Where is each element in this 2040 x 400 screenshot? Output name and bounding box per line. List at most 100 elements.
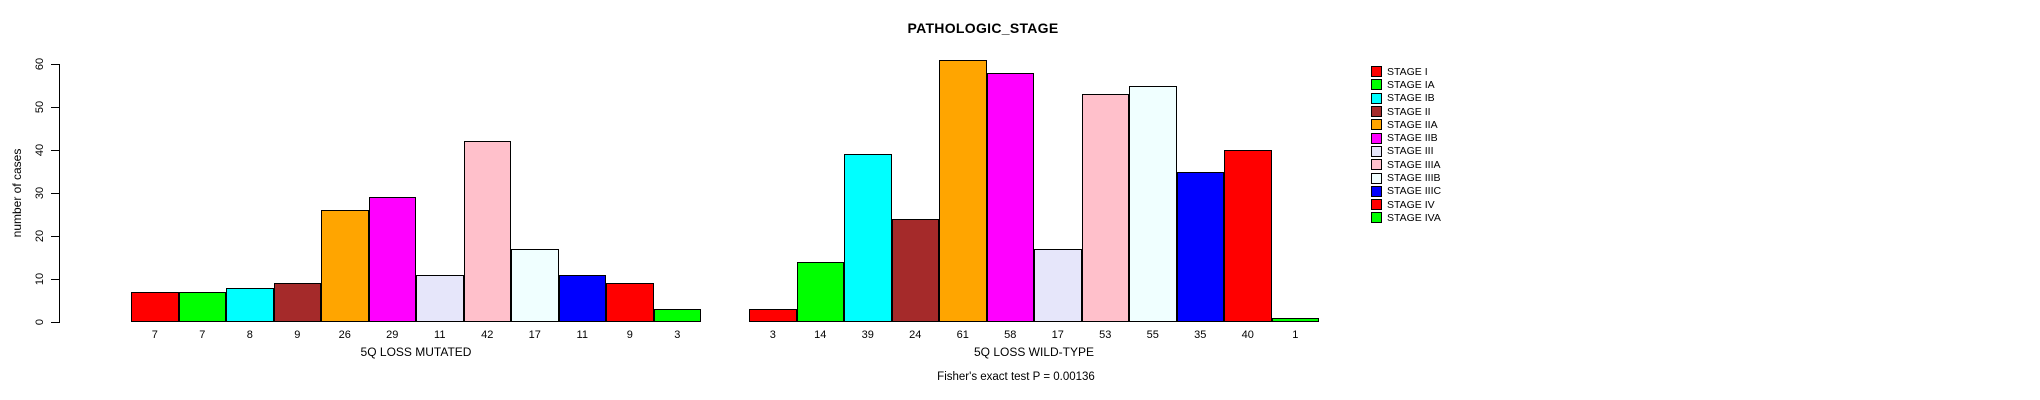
legend-swatch-stage-iva [1371,212,1382,224]
bar-stage-iiic-5q-loss-wild-type [1176,171,1224,322]
legend-label: STAGE IIIC [1387,185,1442,198]
y-axis [59,64,60,323]
bar-value-label: 9 [294,329,301,341]
y-tick [51,322,59,323]
bar-stage-ia-5q-loss-mutated [178,291,226,322]
bar-value-label: 35 [1194,329,1207,341]
legend-label: STAGE IB [1387,92,1435,105]
bar-value-label: 3 [674,329,681,341]
bar-stage-ia-5q-loss-wild-type [796,261,844,322]
bar-stage-iiia-5q-loss-wild-type [1081,94,1129,322]
bar-value-label: 24 [909,329,922,341]
bar-value-label: 7 [199,329,206,341]
legend-label: STAGE II [1387,105,1431,118]
bar-stage-iiic-5q-loss-mutated [558,274,606,322]
bar-value-label: 40 [1241,329,1254,341]
bar-stage-iib-5q-loss-wild-type [986,72,1034,322]
legend-swatch-stage-i [1371,66,1382,78]
legend-label: STAGE III [1387,145,1434,158]
bar-stage-iiib-5q-loss-wild-type [1129,85,1177,322]
legend-item-stage-iiib: STAGE IIIB [1371,171,1441,184]
bar-value-label: 17 [1051,329,1064,341]
bar-value-label: 3 [769,329,776,341]
legend-swatch-stage-iib [1371,132,1382,144]
legend-label: STAGE IV [1387,198,1435,211]
bar-stage-ib-5q-loss-wild-type [844,154,892,322]
bar-value-label: 17 [528,329,541,341]
bar-value-label: 7 [151,329,158,341]
legend-label: STAGE IIIA [1387,158,1441,171]
bar-value-label: 8 [246,329,253,341]
bar-value-label: 39 [861,329,874,341]
legend-label: STAGE IA [1387,78,1435,91]
legend-swatch-stage-iii [1371,145,1382,157]
bar-stage-iia-5q-loss-wild-type [939,59,987,322]
bar-value-label: 42 [481,329,494,341]
bar-stage-iii-5q-loss-mutated [416,274,464,322]
y-tick [51,236,59,237]
bar-stage-i-5q-loss-wild-type [749,309,797,322]
fisher-test-annotation: Fisher's exact test P = 0.00136 [937,371,1095,383]
bar-stage-iiib-5q-loss-mutated [511,248,559,322]
y-tick-label: 0 [34,318,46,326]
bar-stage-ii-5q-loss-wild-type [891,218,939,322]
legend-item-stage-i: STAGE I [1371,65,1441,78]
legend-label: STAGE IIA [1387,118,1438,131]
y-tick [51,64,59,65]
bar-stage-ib-5q-loss-mutated [226,287,274,322]
x-axis-label-wild-type: 5Q LOSS WILD-TYPE [973,345,1095,359]
bar-value-label: 11 [576,329,588,341]
bar-stage-ii-5q-loss-mutated [273,283,321,322]
bar-value-label: 53 [1099,329,1112,341]
legend-item-stage-iib: STAGE IIB [1371,131,1441,144]
bar-value-label: 14 [814,329,827,341]
y-tick [51,193,59,194]
y-tick [51,107,59,108]
legend: STAGE I STAGE IA STAGE IB STAGE II STAGE IIA… [1371,65,1441,225]
legend-item-stage-iva: STAGE IVA [1371,211,1441,224]
legend-label: STAGE I [1387,65,1428,78]
bar-stage-iva-5q-loss-mutated [653,309,701,322]
legend-item-stage-iiic: STAGE IIIC [1371,185,1441,198]
bar-value-label: 29 [386,329,399,341]
bar-value-label: 9 [626,329,633,341]
bar-stage-iii-5q-loss-wild-type [1034,248,1082,322]
bar-stage-iib-5q-loss-mutated [368,197,416,322]
legend-swatch-stage-ia [1371,79,1382,91]
y-tick [51,150,59,151]
bar-stage-i-5q-loss-mutated [131,291,179,322]
legend-item-stage-iv: STAGE IV [1371,198,1441,211]
legend-swatch-stage-iiib [1371,172,1382,184]
bar-stage-iva-5q-loss-wild-type [1271,317,1319,322]
y-tick-label: 40 [34,143,46,157]
bar-value-label: 61 [956,329,969,341]
bar-stage-iv-5q-loss-wild-type [1224,150,1272,322]
y-tick-label: 60 [34,57,46,71]
legend-swatch-stage-iia [1371,119,1382,131]
bar-value-label: 58 [1004,329,1017,341]
legend-swatch-stage-iv [1371,199,1382,211]
bar-stage-iia-5q-loss-mutated [321,210,369,322]
y-tick-label: 50 [34,100,46,114]
chart-title: PATHOLOGIC_STAGE [907,20,1059,36]
legend-item-stage-iia: STAGE IIA [1371,118,1441,131]
bar-value-label: 26 [338,329,351,341]
legend-item-stage-ii: STAGE II [1371,105,1441,118]
bar-stage-iiia-5q-loss-mutated [463,141,511,322]
legend-item-stage-ia: STAGE IA [1371,78,1441,91]
bar-stage-iv-5q-loss-mutated [606,283,654,322]
x-axis-label-mutated: 5Q LOSS MUTATED [360,345,472,359]
legend-label: STAGE IIB [1387,132,1438,145]
legend-swatch-stage-iiic [1371,185,1382,197]
y-tick-label: 10 [34,272,46,286]
legend-label: STAGE IVA [1387,211,1441,224]
legend-label: STAGE IIIB [1387,172,1441,185]
bar-value-label: 1 [1292,329,1299,341]
legend-item-stage-iiia: STAGE IIIA [1371,158,1441,171]
legend-swatch-stage-ib [1371,92,1382,104]
legend-swatch-stage-iiia [1371,159,1382,171]
legend-swatch-stage-ii [1371,106,1382,118]
legend-item-stage-iii: STAGE III [1371,145,1441,158]
